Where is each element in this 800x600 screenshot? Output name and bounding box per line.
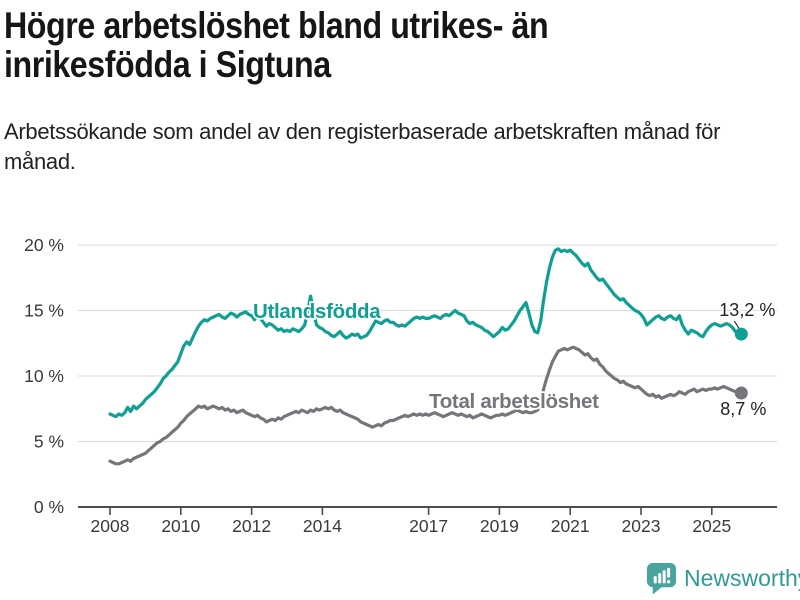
- y-tick-label-0: 0 %: [34, 497, 64, 517]
- chart-subtitle: Arbetssökande som andel av den registerb…: [4, 119, 721, 174]
- x-tick-label-2021: 2021: [551, 516, 590, 536]
- gridlines: [78, 244, 777, 442]
- utlandsfodda-end-value: 13,2 %: [719, 300, 775, 320]
- newsworthy-logo-text: Newsworthy: [684, 565, 800, 591]
- annotations: Utlandsfödda 13,2 % Total arbetslöshet 8,7 …: [251, 298, 777, 420]
- x-axis: [78, 506, 777, 515]
- x-tick-label-2014: 2014: [303, 516, 342, 536]
- x-axis-labels: 2008 2010 2012 2014 2017 2019 2021 2023 2025: [91, 516, 732, 536]
- x-tick-label-2008: 2008: [91, 516, 130, 536]
- series-lines: [108, 247, 743, 466]
- x-tick-label-2019: 2019: [480, 516, 519, 536]
- y-tick-label-5: 5 %: [34, 432, 64, 452]
- utlandsfodda-end-dot: [734, 327, 748, 341]
- y-tick-label-10: 10 %: [24, 366, 64, 386]
- y-axis-labels: 0 % 5 % 10 % 15 % 20 %: [24, 235, 64, 517]
- logo-bars-icon: [653, 567, 671, 584]
- utlandsfodda-line: [108, 247, 743, 419]
- y-tick-label-15: 15 %: [24, 301, 64, 321]
- total-arbetsloshet-end-dot: [734, 386, 748, 400]
- newsworthy-logo-icon: [646, 563, 677, 595]
- utlandsfodda-label: Utlandsfödda: [253, 300, 381, 323]
- unemployment-line-chart: 0 %5 %10 %15 %20 % 2008 2010 2012 2014 2017 2…: [24, 235, 777, 536]
- total-arbetsloshet-line: [108, 345, 743, 466]
- x-tick-label-2010: 2010: [161, 516, 200, 536]
- x-tick-label-2025: 2025: [692, 516, 731, 536]
- newsworthy-logo: Newsworthy: [646, 562, 800, 595]
- x-tick-label-2017: 2017: [409, 516, 448, 536]
- x-tick-label-2012: 2012: [232, 516, 271, 536]
- total-arbetsloshet-label: Total arbetslöshet: [429, 390, 599, 413]
- y-tick-label-20: 20 %: [24, 235, 64, 255]
- x-tick-label-2023: 2023: [622, 516, 661, 536]
- chart-title: Högre arbetslöshet bland utrikes- än inr…: [4, 5, 549, 85]
- total-arbetsloshet-end-value: 8,7 %: [720, 399, 766, 419]
